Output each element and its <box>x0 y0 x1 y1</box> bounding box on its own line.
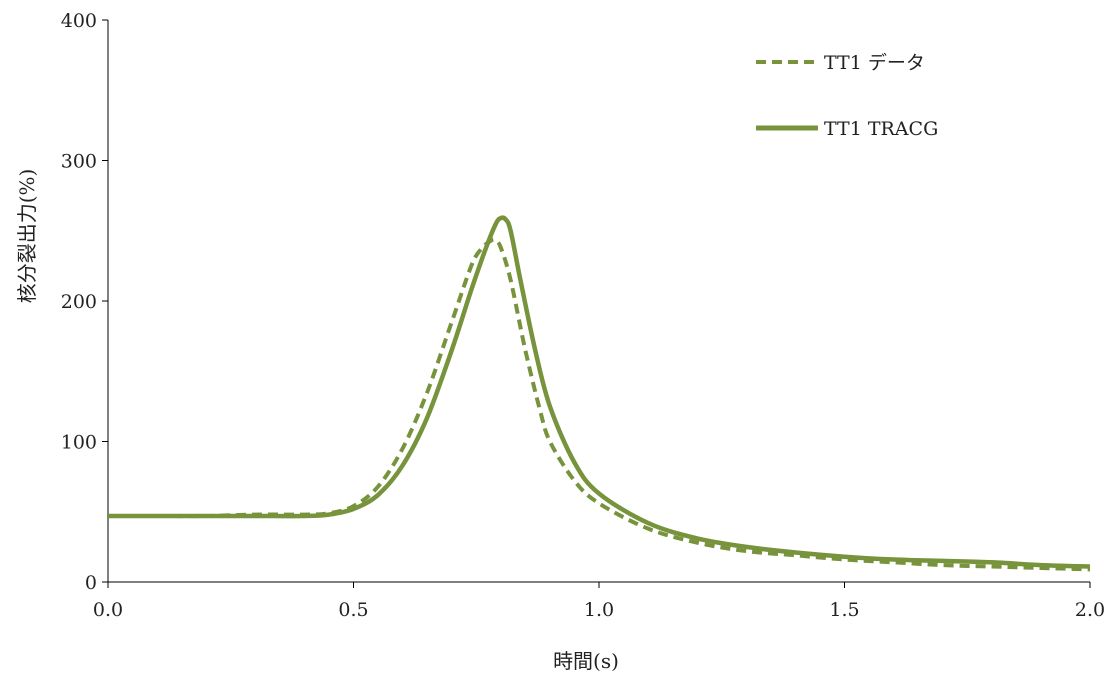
x-tick-label: 1.5 <box>829 599 859 621</box>
y-tick-label: 300 <box>61 151 97 173</box>
axes <box>107 20 1090 583</box>
y-tick-label: 100 <box>61 432 97 454</box>
x-tick-label: 2.0 <box>1075 599 1105 621</box>
y-tick-label: 200 <box>61 291 97 313</box>
y-tick-label: 0 <box>85 572 97 594</box>
series-line-data <box>107 237 1091 572</box>
x-tick-label: 0.5 <box>338 599 368 621</box>
y-ticks: 0 100 200 300 400 <box>61 10 108 594</box>
legend-label-tracg: TT1 TRACG <box>824 118 938 140</box>
x-tick-label: 1.0 <box>584 599 614 621</box>
legend-label-data: TT1 データ <box>824 52 925 74</box>
y-tick-label: 400 <box>61 10 97 32</box>
x-axis-label: 時間(s) <box>553 649 619 673</box>
x-tick-label: 0.0 <box>93 599 123 621</box>
series-layer <box>107 215 1091 572</box>
y-axis-label: 核分裂出力(%) <box>15 169 39 304</box>
series-line-tracg <box>107 215 1091 569</box>
legend: TT1 データ TT1 TRACG <box>756 52 938 140</box>
x-ticks: 0.0 0.5 1.0 1.5 2.0 <box>93 582 1105 621</box>
